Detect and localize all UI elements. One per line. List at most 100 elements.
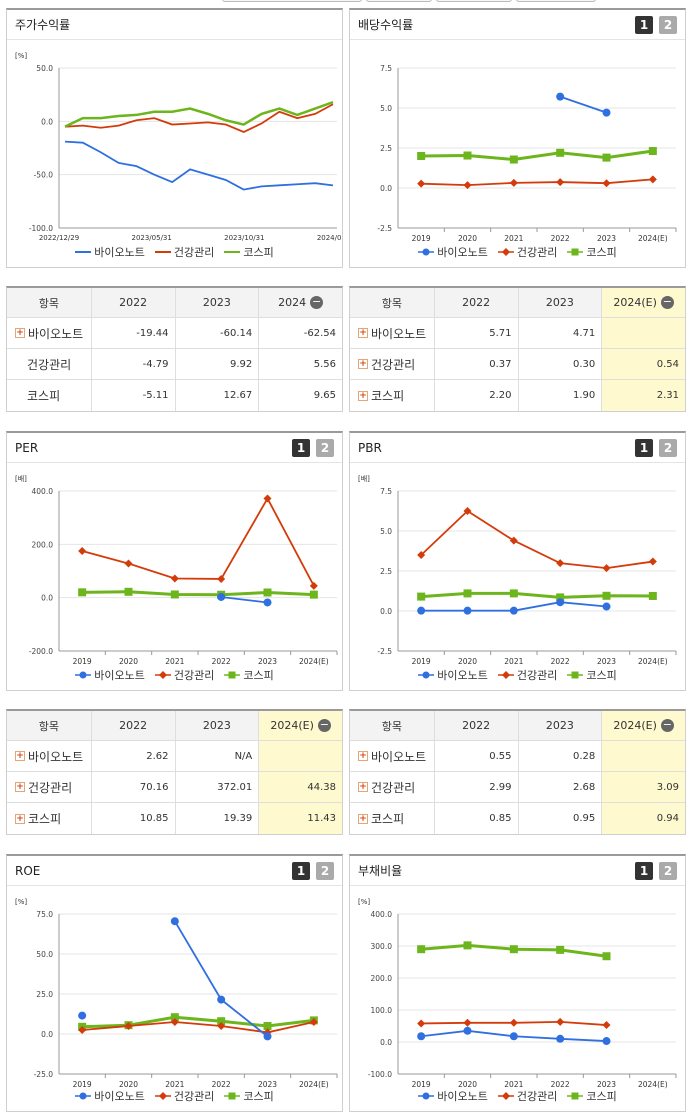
legend-item[interactable]: 코스피 [224,244,274,260]
chart-point[interactable] [556,598,565,607]
chart-point[interactable] [648,147,657,156]
chart-point[interactable] [124,559,133,568]
chart-point[interactable] [78,547,87,555]
chart-point[interactable] [509,178,518,187]
chart-point[interactable] [417,551,426,559]
chart-point[interactable] [602,179,611,188]
chart-point[interactable] [556,559,565,568]
legend-item[interactable]: 코스피 [224,1088,274,1104]
page-1-button[interactable]: 1 [635,15,653,34]
expand-icon[interactable]: + [15,328,25,338]
chart-point[interactable] [556,945,565,954]
chart-point[interactable] [556,92,565,101]
chart-point[interactable] [417,179,426,188]
legend-item[interactable]: 바이오노트 [75,1088,145,1104]
expand-icon[interactable]: + [358,813,368,824]
chart-point[interactable] [217,995,226,1004]
page-2-button[interactable]: 2 [316,861,334,880]
chart-point[interactable] [263,1022,272,1030]
chart-point[interactable] [509,945,518,954]
chart-point[interactable] [509,606,518,615]
legend-item[interactable]: 바이오노트 [75,244,145,260]
legend-item[interactable]: 건강관리 [154,667,214,683]
legend-item[interactable]: 건강관리 [154,1088,214,1104]
expand-icon[interactable]: + [358,782,368,792]
chart-point[interactable] [417,592,426,601]
chart-point[interactable] [602,564,611,573]
legend-item[interactable]: 바이오노트 [418,1088,488,1104]
legend-item[interactable]: 코스피 [567,667,617,683]
chart-point[interactable] [463,181,472,190]
chart-point[interactable] [417,1032,426,1041]
legend-item[interactable]: 바이오노트 [418,667,488,683]
chart-point[interactable] [556,593,565,602]
collapse-icon[interactable]: − [317,718,331,732]
chart-point[interactable] [170,574,179,583]
chart-point[interactable] [309,581,318,590]
chart-point[interactable] [309,590,318,599]
chart-point[interactable] [602,952,611,961]
chart-point[interactable] [170,590,179,599]
chart-point[interactable] [463,1018,472,1027]
chart-point[interactable] [217,1017,226,1026]
chart-point[interactable] [463,606,472,615]
expand-icon[interactable]: + [15,751,25,761]
page-2-button[interactable]: 2 [659,861,677,880]
chart-point[interactable] [417,606,426,615]
chart-point[interactable] [263,598,272,607]
page-2-button[interactable]: 2 [659,438,677,457]
chart-point[interactable] [648,175,657,184]
chart-point[interactable] [217,574,226,583]
legend-item[interactable]: 바이오노트 [75,667,145,683]
legend-item[interactable]: 건강관리 [497,667,557,683]
chart-point[interactable] [509,155,518,164]
chart-point[interactable] [78,588,87,597]
expand-icon[interactable]: + [358,328,368,338]
chart-point[interactable] [463,941,472,950]
legend-item[interactable]: 바이오노트 [418,244,488,260]
legend-item[interactable]: 코스피 [567,244,617,260]
collapse-icon[interactable]: − [660,295,674,309]
chart-point[interactable] [463,151,472,160]
chart-point[interactable] [417,152,426,160]
legend-item[interactable]: 코스피 [224,667,274,683]
chart-point[interactable] [417,945,426,954]
chart-point[interactable] [509,1018,518,1027]
chart-point[interactable] [602,602,611,611]
chart-point[interactable] [170,1013,179,1022]
chart-point[interactable] [124,1022,133,1030]
chart-point[interactable] [263,588,272,597]
chart-point[interactable] [602,591,611,600]
chart-point[interactable] [509,1032,518,1041]
toolbar-button[interactable] [366,0,432,2]
expand-icon[interactable]: + [15,813,25,824]
page-2-button[interactable]: 2 [659,15,677,34]
expand-icon[interactable]: + [358,359,368,369]
chart-point[interactable] [78,1026,87,1034]
chart-point[interactable] [509,536,518,545]
page-1-button[interactable]: 1 [635,861,653,880]
chart-point[interactable] [78,1011,87,1020]
chart-point[interactable] [463,1026,472,1035]
chart-point[interactable] [217,1022,226,1030]
chart-point[interactable] [463,589,472,598]
chart-point[interactable] [648,591,657,600]
toolbar-button[interactable] [436,0,512,2]
legend-item[interactable]: 건강관리 [497,1088,557,1104]
chart-point[interactable] [602,108,611,117]
chart-point[interactable] [602,1021,611,1030]
chart-point[interactable] [602,153,611,162]
legend-item[interactable]: 건강관리 [154,244,214,260]
page-1-button[interactable]: 1 [292,861,310,880]
chart-point[interactable] [556,178,565,187]
chart-point[interactable] [556,148,565,157]
chart-point[interactable] [217,592,226,601]
expand-icon[interactable]: + [358,390,368,401]
legend-item[interactable]: 건강관리 [497,244,557,260]
chart-point[interactable] [263,494,272,503]
toolbar-button[interactable] [516,0,596,2]
chart-point[interactable] [556,1017,565,1026]
chart-point[interactable] [263,1032,272,1041]
collapse-icon[interactable]: − [660,718,674,732]
expand-icon[interactable]: + [358,751,368,761]
